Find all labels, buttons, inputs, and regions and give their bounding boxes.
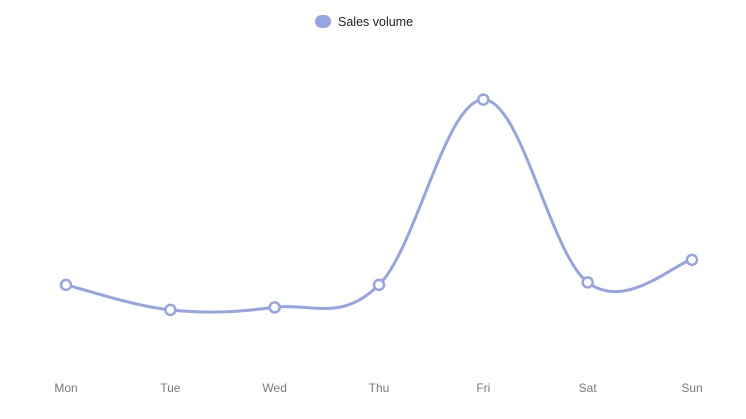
x-tick-label-sun: Sun bbox=[681, 381, 702, 395]
x-tick-label-wed: Wed bbox=[262, 381, 286, 395]
data-point-tue[interactable] bbox=[164, 303, 177, 317]
legend-swatch[interactable] bbox=[315, 15, 331, 28]
data-point-mon[interactable] bbox=[59, 278, 73, 292]
x-tick-label-mon: Mon bbox=[54, 381, 77, 395]
x-tick-label-tue: Tue bbox=[160, 381, 181, 395]
x-tick-label-fri: Fri bbox=[476, 381, 490, 395]
data-point-sun[interactable] bbox=[685, 253, 699, 267]
x-tick-label-sat: Sat bbox=[579, 381, 598, 395]
legend-label[interactable]: Sales volume bbox=[338, 15, 413, 29]
data-point-fri[interactable] bbox=[477, 93, 490, 106]
data-point-wed[interactable] bbox=[268, 301, 281, 314]
data-points bbox=[59, 93, 699, 317]
x-axis-tick-labels: Mon Tue Wed Thu Fri Sat Sun bbox=[54, 381, 702, 395]
legend[interactable]: Sales volume bbox=[315, 15, 413, 29]
data-point-thu[interactable] bbox=[372, 278, 386, 292]
data-point-sat[interactable] bbox=[581, 276, 594, 289]
x-tick-label-thu: Thu bbox=[369, 381, 390, 395]
